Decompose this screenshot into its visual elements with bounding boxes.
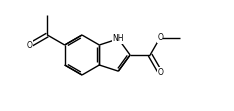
Text: NH: NH (113, 34, 124, 43)
Text: O: O (157, 68, 163, 77)
Text: O: O (27, 41, 33, 50)
Text: O: O (157, 33, 163, 42)
